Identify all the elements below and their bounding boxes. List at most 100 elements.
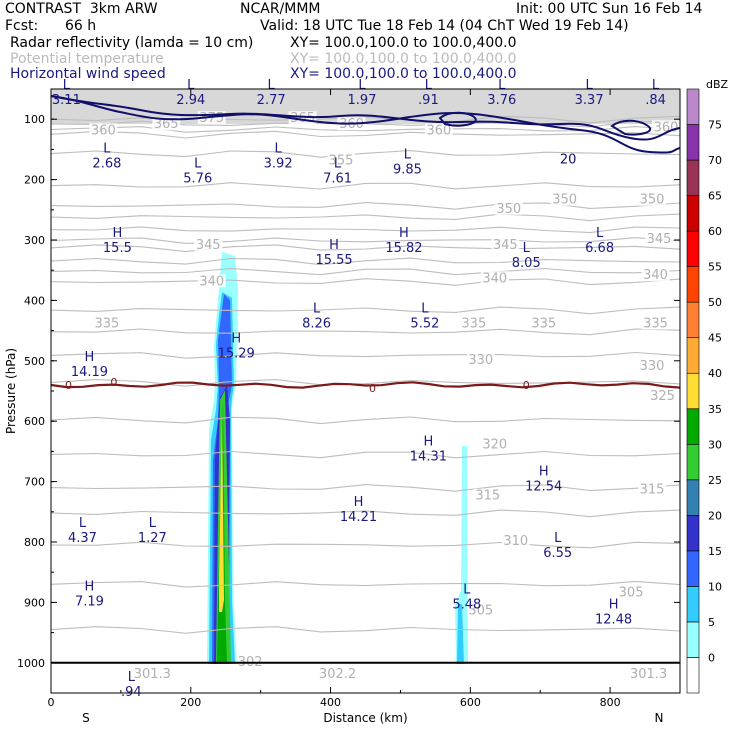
hl-value: 15.29 [218,347,255,362]
theta-contour-line [50,237,681,244]
colorbar-level-label: 0 [708,651,715,664]
y-tick-label: 900 [24,596,45,609]
theta-contour-line [50,580,681,588]
wind-speed-contour [50,95,681,154]
hl-value: 1.97 [348,93,377,108]
y-tick-label: 600 [24,415,45,428]
theta-label: 360 [91,123,116,138]
hl-value: .84 [645,93,666,108]
hl-value: 3.37 [575,93,604,108]
hl-value: 8.26 [302,316,331,331]
hl-letter: L [268,78,276,93]
colorbar-swatch [686,372,700,410]
hl-letter: L [149,516,157,531]
colorbar-swatch [686,550,700,587]
hl-value: 12.54 [525,480,562,495]
colorbar-unit: dBZ [706,78,729,91]
fcst-value: 66 h [65,18,97,34]
wind-contour-label: 20 [560,152,577,167]
colorbar-level-label: 55 [708,261,722,274]
y-tick-label: 1000 [17,657,45,670]
theta-label: 315 [640,483,665,498]
zero-isotherm-label: 0 [110,376,117,389]
hl-value: 9.85 [393,162,422,177]
hl-letter: L [404,147,412,162]
plot-frame [50,88,681,694]
reflectivity-cell [219,412,224,612]
theta-label: 345 [647,232,672,247]
colorbar-swatch [686,88,700,125]
zero-isotherm-label: 0 [369,382,376,395]
hl-letter: L [103,141,111,156]
theta-label-bg [480,437,509,451]
x-tick-label: 600 [460,696,481,709]
theta-label-bg [194,238,223,252]
hl-letter: L [187,78,195,93]
south-label: S [82,711,90,725]
x-tick-label: 400 [320,696,341,709]
colorbar-layer: 0 5 10 15 20 25 30 35 40 45 50 55 60 65 70 75 dBZ [686,78,729,694]
theta-contour-line [50,509,681,518]
theta-contour-line [50,450,681,459]
hl-letter: L [334,157,342,172]
theta-label: 305 [468,603,493,618]
theta-label-bg [480,271,509,285]
theta-label-bg [327,153,356,167]
theta-label: 365 [290,111,315,126]
x-tick-label: 0 [48,696,55,709]
colorbar-level-label: 70 [708,154,722,167]
y-tick-label: 300 [24,234,45,247]
theta-label: 315 [475,489,500,504]
theta-label-bg [617,585,646,599]
colorbar-swatch [686,337,700,374]
theta-label-bg [138,666,167,680]
hl-value: 15.55 [315,253,352,268]
colorbar-swatch [686,266,700,303]
theta-label-bg [89,123,118,137]
theta-label: 345 [196,238,221,253]
theta-label-bg [92,316,121,330]
hl-letter: H [113,226,123,241]
wind-speed-contour [50,95,681,141]
theta-label: 335 [531,317,556,332]
fcst-label: Fcst: [5,18,39,34]
theta-label: 350 [640,193,665,208]
hl-letter: L [63,78,71,93]
theta-contour-line [50,130,681,139]
colorbar-swatch [686,195,700,232]
colorbar-level-label: 20 [708,509,722,522]
colorbar-swatch [686,230,700,267]
theta-label: 301.3 [134,667,171,682]
theta-contour-line [50,484,681,492]
hl-value: 2.77 [257,93,286,108]
reflectivity-fill-layer [51,89,680,664]
theta-label: 301.3 [630,667,667,682]
theta-label: 310 [503,534,528,549]
hl-value: 3.92 [264,156,293,171]
reflectivity-cell [457,604,464,664]
theta-label: 330 [640,359,665,374]
theta-label: 320 [482,437,507,452]
theta-contour-line [50,257,681,266]
field-reflectivity-name: Radar reflectivity (lamda = 10 cm) [10,35,254,51]
hl-letter: H [329,238,339,253]
theta-label-bg [645,232,674,245]
theta-label-bg [466,603,495,617]
theta-label-bg [641,268,670,282]
hl-value: 3.11 [52,93,81,108]
hl-letter: L [313,301,321,316]
theta-label-bg [529,316,558,330]
colorbar-level-label: 10 [708,580,722,593]
theta-contour-line [50,213,681,222]
theta-label-bg [641,316,670,330]
theta-label: 330 [468,353,493,368]
zero-isotherm-line [50,381,681,389]
theta-label: 302.2 [319,667,356,682]
theta-label: 335 [461,317,486,332]
theta-label-bg [424,123,453,137]
field-reflectivity-xy: XY= 100.0,100.0 to 100.0,400.0 [290,35,517,51]
y-tick-label: 100 [24,113,45,126]
theta-label: 335 [94,317,119,332]
